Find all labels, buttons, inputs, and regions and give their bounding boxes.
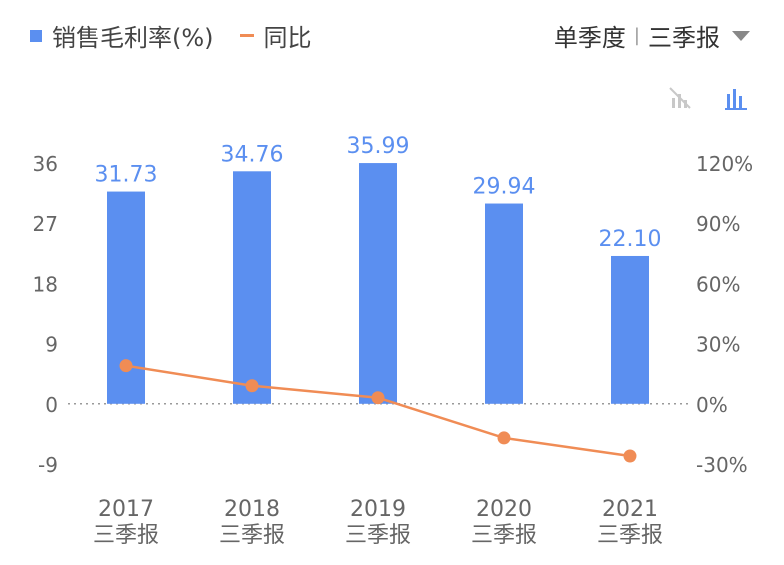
yoy-point <box>245 379 259 393</box>
bar-value-label: 31.73 <box>95 163 158 188</box>
x-tick-sublabel: 三季报 <box>345 523 411 548</box>
y-right-tick-label: 0% <box>696 393 728 417</box>
y-right-tick-label: 30% <box>696 333 740 357</box>
bar <box>233 171 271 404</box>
chart-legend: 销售毛利率(%) 同比 <box>30 18 312 53</box>
line-legend-swatch <box>239 34 254 37</box>
y-left-tick-label: 18 <box>33 272 58 296</box>
chevron-down-icon[interactable] <box>732 30 750 41</box>
bar-value-label: 35.99 <box>347 134 410 159</box>
x-tick-label: 2019 <box>350 497 406 522</box>
y-left-tick-label: 0 <box>45 393 58 417</box>
y-left-tick-label: 36 <box>33 152 58 176</box>
x-tick-label: 2021 <box>602 497 658 522</box>
bar <box>359 163 397 404</box>
line-chart-off-icon[interactable] <box>668 86 694 110</box>
bar-value-label: 22.10 <box>599 227 662 252</box>
x-tick-sublabel: 三季报 <box>471 523 537 548</box>
bar-value-label: 29.94 <box>473 175 536 200</box>
bar <box>485 203 523 404</box>
y-right-tick-label: 60% <box>696 272 740 296</box>
bar <box>611 255 649 404</box>
y-right-tick-label: -30% <box>696 453 748 477</box>
yoy-point <box>119 359 133 373</box>
bar-chart-icon[interactable] <box>724 86 750 110</box>
y-left-tick-label: 27 <box>33 212 58 236</box>
period-quarter[interactable]: 三季报 <box>648 24 720 52</box>
yoy-point <box>371 391 385 405</box>
yoy-point <box>623 449 637 463</box>
x-tick-sublabel: 三季报 <box>597 523 663 548</box>
bar-legend-label: 销售毛利率(%) <box>52 24 214 52</box>
x-tick-sublabel: 三季报 <box>219 523 285 548</box>
period-mode[interactable]: 单季度 <box>553 24 626 52</box>
y-right-tick-label: 90% <box>696 212 740 236</box>
x-tick-label: 2018 <box>224 497 280 522</box>
x-tick-label: 2020 <box>476 497 532 522</box>
period-selector[interactable]: 单季度 | 三季报 <box>554 18 750 53</box>
period-separator: | <box>633 25 640 46</box>
y-left-tick-label: -9 <box>38 453 58 477</box>
yoy-point <box>497 431 511 445</box>
x-tick-sublabel: 三季报 <box>93 523 159 548</box>
bar-legend-swatch <box>30 29 42 42</box>
chart-type-toggles <box>668 86 750 110</box>
y-right-tick-label: 120% <box>696 152 753 176</box>
x-tick-label: 2017 <box>98 497 154 522</box>
y-left-tick-label: 9 <box>45 333 58 357</box>
bar-value-label: 34.76 <box>221 142 284 167</box>
line-legend-label: 同比 <box>263 24 312 52</box>
